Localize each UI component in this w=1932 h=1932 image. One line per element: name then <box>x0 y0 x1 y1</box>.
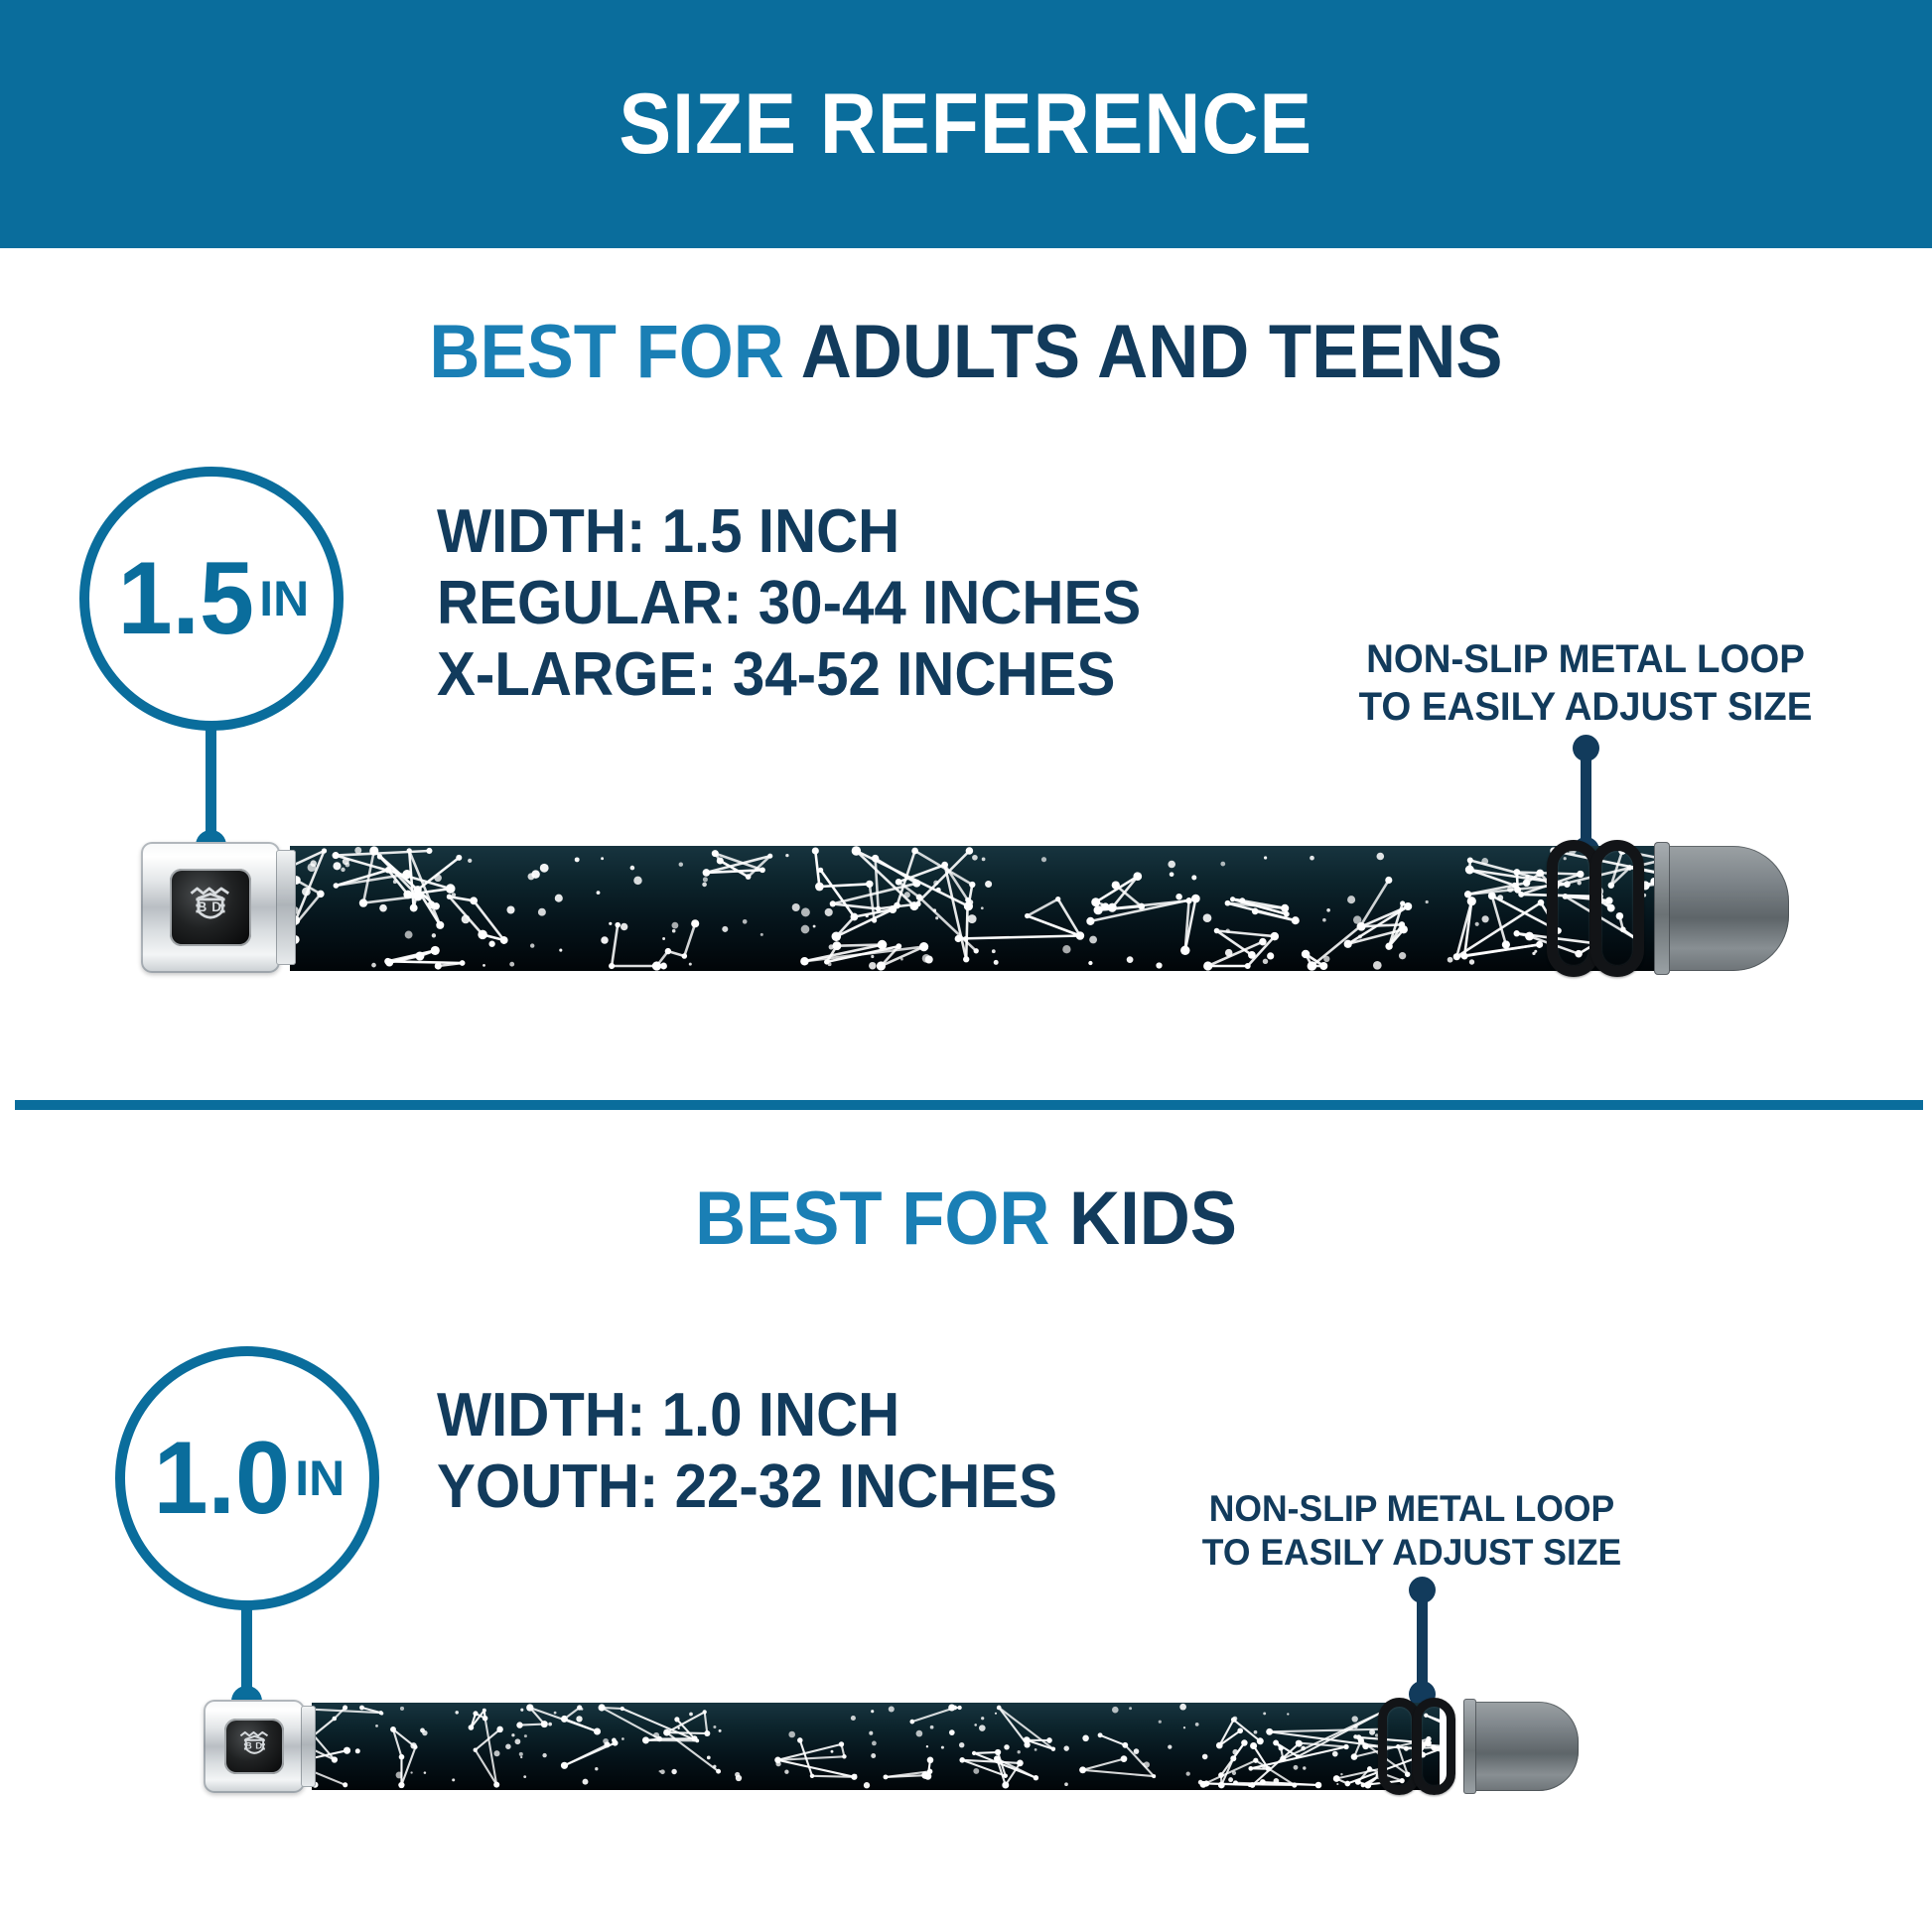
buckle-hinge-tab <box>276 850 296 965</box>
tip-collar-adult <box>1654 842 1670 975</box>
loop-ring-2 <box>1590 840 1644 977</box>
metal-tip-adult <box>1660 846 1789 971</box>
chrome-buckle-kids: B D <box>204 1700 305 1793</box>
callout-leader-line <box>1417 1586 1428 1693</box>
svg-text:B: B <box>198 899 207 914</box>
callout-text: NON-SLIP METAL LOOP TO EASILY ADJUST SIZ… <box>1352 635 1819 731</box>
badge-leader-line <box>206 725 216 846</box>
section-heading-adults: BEST FOR ADULTS AND TEENS <box>68 315 1864 390</box>
spec-line-youth: YOUTH: 22-32 INCHES <box>437 1451 1058 1521</box>
buckle-logo-plate: B D <box>224 1719 284 1774</box>
badge-circle: 1.0 IN <box>115 1346 379 1610</box>
chrome-buckle-adult: B D <box>141 842 280 973</box>
badge-value: 1.0 <box>153 1421 290 1536</box>
non-slip-metal-loop-kids <box>1378 1698 1461 1795</box>
section-divider <box>15 1100 1923 1110</box>
spec-list-adults: WIDTH: 1.5 INCH REGULAR: 30-44 INCHES X-… <box>437 496 1141 711</box>
non-slip-metal-loop-adult <box>1547 840 1652 977</box>
badge-unit: IN <box>259 571 310 626</box>
belt-strap-kids <box>312 1703 1440 1790</box>
callout-text: NON-SLIP METAL LOOP TO EASILY ADJUST SIZ… <box>1202 1487 1621 1576</box>
heading-emphasis: ADULTS AND TEENS <box>800 310 1503 394</box>
spec-line-xlarge: X-LARGE: 34-52 INCHES <box>437 639 1116 709</box>
metal-tip-kids <box>1469 1702 1579 1791</box>
page-title: SIZE REFERENCE <box>619 76 1313 172</box>
spec-list-kids: WIDTH: 1.0 INCH YOUTH: 22-32 INCHES <box>437 1380 1057 1523</box>
svg-text:D: D <box>211 899 221 914</box>
svg-text:D: D <box>255 1741 262 1752</box>
badge-leader-line <box>241 1604 252 1702</box>
callout-line-2: TO EASILY ADJUST SIZE <box>1201 1532 1622 1574</box>
loop-ring-2 <box>1413 1698 1455 1795</box>
callout-line-1: NON-SLIP METAL LOOP <box>1208 1488 1615 1529</box>
size-reference-banner: SIZE REFERENCE <box>0 0 1932 248</box>
badge-circle: 1.5 IN <box>79 467 344 731</box>
callout-line-1: NON-SLIP METAL LOOP <box>1366 637 1805 681</box>
svg-text:B: B <box>244 1741 251 1752</box>
bd-shield-icon: B D <box>239 1731 268 1754</box>
spec-line-width: WIDTH: 1.0 INCH <box>437 1381 900 1449</box>
badge-unit: IN <box>295 1450 345 1506</box>
heading-prefix: BEST FOR <box>695 1176 1070 1261</box>
callout-line-2: TO EASILY ADJUST SIZE <box>1358 685 1813 729</box>
spec-line-regular: REGULAR: 30-44 INCHES <box>437 568 1142 637</box>
heading-prefix: BEST FOR <box>429 310 801 394</box>
constellation-pattern <box>290 846 1670 971</box>
spec-line-width: WIDTH: 1.5 INCH <box>437 497 900 566</box>
buckle-hinge-tab <box>301 1706 316 1787</box>
constellation-pattern <box>312 1703 1440 1790</box>
buckle-logo-plate: B D <box>170 869 251 946</box>
belt-strap-adult <box>290 846 1670 971</box>
bd-shield-icon: B D <box>190 887 229 919</box>
badge-value: 1.5 <box>117 541 254 656</box>
callout-leader-line <box>1581 745 1591 849</box>
section-heading-kids: BEST FOR KIDS <box>68 1181 1864 1257</box>
heading-emphasis: KIDS <box>1069 1176 1237 1261</box>
tip-collar-kids <box>1463 1699 1476 1794</box>
